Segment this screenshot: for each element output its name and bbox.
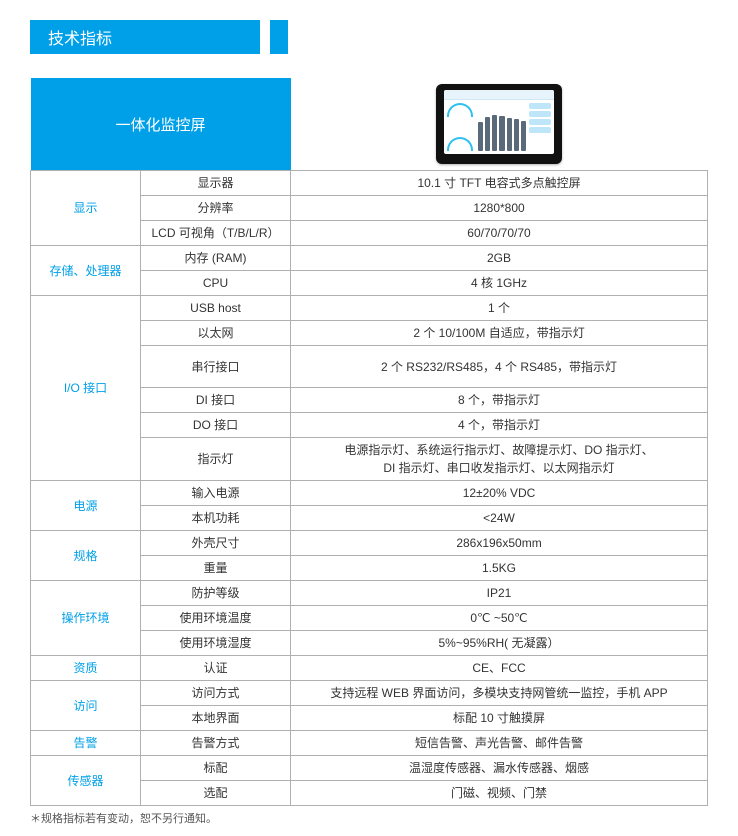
spec-value: 4 个，带指示灯 (291, 413, 708, 438)
category-cell: I/O 接口 (31, 296, 141, 481)
spec-value: 2 个 10/100M 自适应，带指示灯 (291, 321, 708, 346)
spec-label: 使用环境温度 (141, 606, 291, 631)
spec-value: 1 个 (291, 296, 708, 321)
spec-label: 输入电源 (141, 481, 291, 506)
spec-value: CE、FCC (291, 656, 708, 681)
spec-value: 12±20% VDC (291, 481, 708, 506)
spec-label: 标配 (141, 756, 291, 781)
spec-label: 显示器 (141, 171, 291, 196)
spec-value: 门磁、视频、门禁 (291, 781, 708, 806)
section-header: 技术指标 (30, 20, 708, 54)
spec-label: 分辨率 (141, 196, 291, 221)
spec-table: 一体化监控屏 (30, 78, 708, 806)
section-title: 技术指标 (30, 20, 260, 54)
spec-label: 本地界面 (141, 706, 291, 731)
section-accent-chip (270, 20, 288, 54)
spec-value: 10.1 寸 TFT 电容式多点触控屏 (291, 171, 708, 196)
spec-value: 温湿度传感器、漏水传感器、烟感 (291, 756, 708, 781)
category-cell: 操作环境 (31, 581, 141, 656)
spec-label: 认证 (141, 656, 291, 681)
spec-value: 标配 10 寸触摸屏 (291, 706, 708, 731)
category-cell: 访问 (31, 681, 141, 731)
spec-value: 短信告警、声光告警、邮件告警 (291, 731, 708, 756)
category-cell: 资质 (31, 656, 141, 681)
spec-label: 使用环境湿度 (141, 631, 291, 656)
spec-label: 以太网 (141, 321, 291, 346)
spec-label: CPU (141, 271, 291, 296)
spec-label: LCD 可视角（T/B/L/R） (141, 221, 291, 246)
product-image-cell (291, 78, 708, 171)
spec-value: 1.5KG (291, 556, 708, 581)
spec-value: IP21 (291, 581, 708, 606)
category-cell: 规格 (31, 531, 141, 581)
spec-label: DO 接口 (141, 413, 291, 438)
category-cell: 存储、处理器 (31, 246, 141, 296)
spec-label: 指示灯 (141, 438, 291, 481)
product-title: 一体化监控屏 (31, 78, 291, 171)
category-cell: 显示 (31, 171, 141, 246)
spec-label: 访问方式 (141, 681, 291, 706)
spec-value: 60/70/70/70 (291, 221, 708, 246)
spec-value: 支持远程 WEB 界面访问，多模块支持网管统一监控，手机 APP (291, 681, 708, 706)
spec-label: DI 接口 (141, 388, 291, 413)
spec-label: 告警方式 (141, 731, 291, 756)
spec-value: 1280*800 (291, 196, 708, 221)
spec-value: 8 个，带指示灯 (291, 388, 708, 413)
spec-label: 防护等级 (141, 581, 291, 606)
spec-label: 本机功耗 (141, 506, 291, 531)
spec-value: 2 个 RS232/RS485，4 个 RS485，带指示灯 (291, 346, 708, 388)
spec-value: 2GB (291, 246, 708, 271)
spec-label: 外壳尺寸 (141, 531, 291, 556)
spec-value: 4 核 1GHz (291, 271, 708, 296)
spec-value: 0℃ ~50℃ (291, 606, 708, 631)
monitor-device-icon (436, 84, 562, 164)
spec-label: 串行接口 (141, 346, 291, 388)
category-cell: 电源 (31, 481, 141, 531)
spec-value: 5%~95%RH( 无凝露） (291, 631, 708, 656)
spec-label: 内存 (RAM) (141, 246, 291, 271)
category-cell: 告警 (31, 731, 141, 756)
spec-label: 选配 (141, 781, 291, 806)
footnote: ＊规格指标若有变动，恕不另行通知。 (30, 810, 708, 826)
spec-label: 重量 (141, 556, 291, 581)
spec-value: 电源指示灯、系统运行指示灯、故障提示灯、DO 指示灯、DI 指示灯、串口收发指示… (291, 438, 708, 481)
spec-value: <24W (291, 506, 708, 531)
spec-value: 286x196x50mm (291, 531, 708, 556)
category-cell: 传感器 (31, 756, 141, 806)
spec-label: USB host (141, 296, 291, 321)
